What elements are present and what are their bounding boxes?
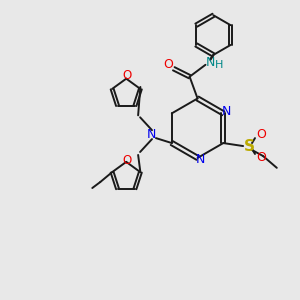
Text: S: S bbox=[244, 139, 255, 154]
Text: O: O bbox=[256, 152, 266, 164]
Text: O: O bbox=[123, 69, 132, 82]
Text: N: N bbox=[196, 153, 205, 167]
Text: H: H bbox=[215, 60, 224, 70]
Text: O: O bbox=[256, 128, 266, 141]
Text: O: O bbox=[123, 154, 132, 167]
Text: N: N bbox=[206, 56, 215, 69]
Text: N: N bbox=[222, 105, 231, 118]
Text: O: O bbox=[163, 58, 173, 71]
Text: N: N bbox=[146, 128, 156, 141]
